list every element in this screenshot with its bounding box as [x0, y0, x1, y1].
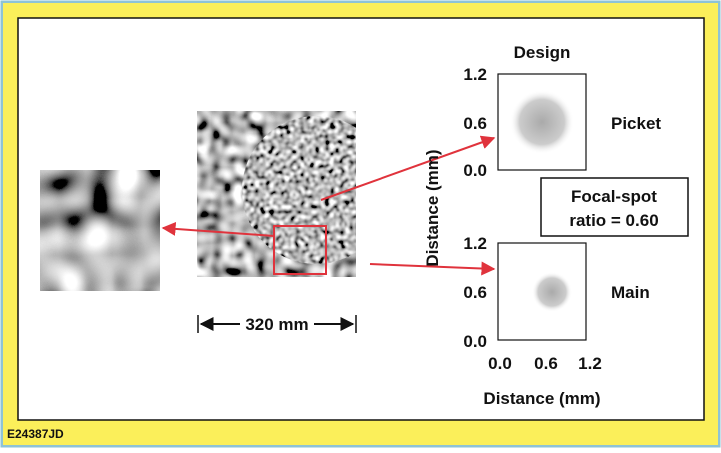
- scale-label: 320 mm: [245, 315, 308, 334]
- x-axis-label: Distance (mm): [483, 389, 600, 408]
- picket-spot: [510, 90, 574, 154]
- y-tick-label: 0.6: [463, 283, 487, 302]
- y-tick-label: 0.6: [463, 114, 487, 133]
- x-tick-label: 1.2: [578, 354, 602, 373]
- y-tick-label: 0.0: [463, 161, 487, 180]
- ratio-text: Focal-spot: [571, 187, 657, 206]
- y-tick-label: 0.0: [463, 332, 487, 351]
- y-tick-label: 1.2: [463, 65, 487, 84]
- y-axis-label: Distance (mm): [423, 149, 442, 266]
- zoom-image: [40, 170, 160, 291]
- x-tick-label: 0.6: [534, 354, 558, 373]
- picket-label: Picket: [611, 114, 661, 133]
- y-tick-label: 1.2: [463, 234, 487, 253]
- ratio-text: ratio = 0.60: [569, 211, 658, 230]
- x-tick-label: 0.0: [488, 354, 512, 373]
- title: Design: [514, 43, 571, 62]
- main-label: Main: [611, 283, 650, 302]
- figure: 320 mm Design 1.2 0.6 0.0 Picket Focal-s…: [0, 0, 721, 448]
- figure-id: E24387JD: [7, 427, 64, 441]
- main-spot: [532, 272, 572, 312]
